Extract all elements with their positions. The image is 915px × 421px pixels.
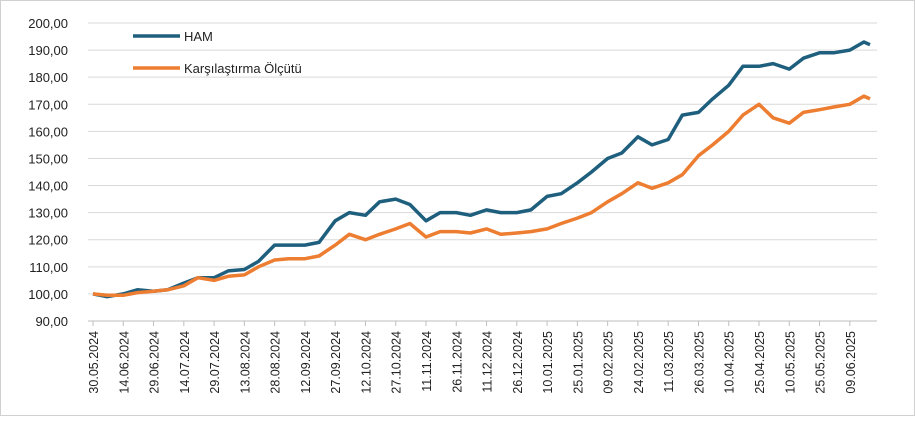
- y-tick-label: 160,00: [28, 124, 68, 139]
- series-line: [92, 94, 871, 298]
- y-tick-label: 140,00: [28, 179, 68, 194]
- y-tick-label: 100,00: [28, 287, 68, 302]
- x-tick-label: 12.10.2024: [359, 331, 373, 394]
- x-tick-label: 27.09.2024: [329, 331, 343, 394]
- x-tick-label: 10.01.2025: [541, 331, 555, 394]
- x-tick-label: 10.05.2025: [783, 331, 797, 394]
- x-tick-label: 14.06.2024: [117, 331, 131, 394]
- y-tick-label: 150,00: [28, 151, 68, 166]
- x-tick-label: 28.08.2024: [269, 331, 283, 394]
- x-tick-label: 14.07.2024: [178, 331, 192, 394]
- series-line: [92, 40, 871, 299]
- x-tick-label: 26.12.2024: [511, 331, 525, 394]
- y-tick-label: 90,00: [35, 314, 68, 329]
- y-tick-label: 180,00: [28, 70, 68, 85]
- x-tick-label: 29.06.2024: [148, 331, 162, 394]
- x-tick-label: 25.04.2025: [753, 331, 767, 394]
- y-tick-label: 170,00: [28, 97, 68, 112]
- y-tick-label: 200,00: [28, 16, 68, 31]
- y-tick-label: 110,00: [29, 260, 68, 275]
- y-tick-label: 190,00: [28, 43, 68, 58]
- x-tick-label: 13.08.2024: [238, 331, 252, 394]
- x-tick-label: 09.02.2025: [602, 331, 616, 394]
- x-tick-label: 12.09.2024: [299, 331, 313, 394]
- x-tick-label: 27.10.2024: [390, 331, 404, 394]
- y-tick-label: 120,00: [28, 233, 68, 248]
- legend-label: HAM: [184, 29, 213, 44]
- x-tick-label: 09.06.2025: [844, 331, 858, 394]
- x-tick-label: 26.03.2025: [692, 331, 706, 394]
- x-tick-label: 30.05.2024: [87, 331, 101, 394]
- y-tick-label: 130,00: [28, 206, 68, 221]
- x-tick-label: 24.02.2025: [632, 331, 646, 394]
- x-tick-label: 10.04.2025: [723, 331, 737, 394]
- x-tick-label: 29.07.2024: [208, 331, 222, 394]
- legend-label: Karşılaştırma Ölçütü: [184, 61, 302, 76]
- x-tick-label: 11.03.2025: [662, 331, 676, 393]
- x-tick-label: 11.12.2024: [481, 331, 495, 393]
- x-tick-label: 25.05.2025: [814, 331, 828, 394]
- x-tick-label: 25.01.2025: [571, 331, 585, 394]
- x-tick-label: 11.11.2024: [420, 331, 434, 392]
- x-tick-label: 26.11.2024: [450, 331, 464, 393]
